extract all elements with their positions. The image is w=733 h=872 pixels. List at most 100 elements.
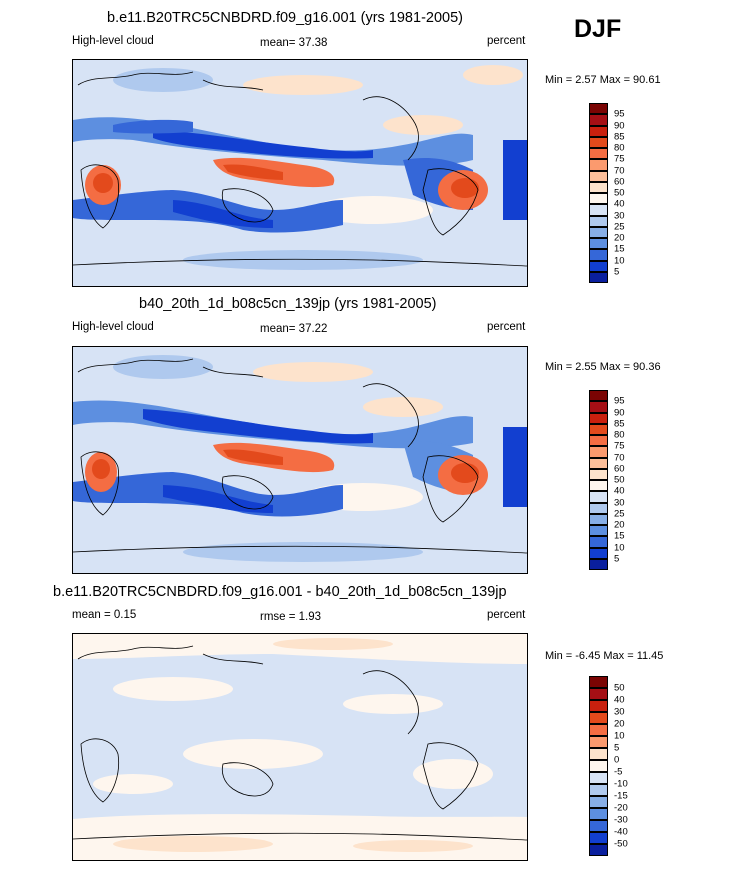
colorbar-tick-label: -10 [614,778,628,790]
colorbar-tick-label: 75 [614,440,625,452]
panel1-variable-label: High-level cloud [72,35,154,47]
colorbar-tick-label: 60 [614,176,625,188]
panel2-minmax: Min = 2.55 Max = 90.36 [545,361,661,373]
colorbar-swatch [589,547,608,559]
panel3-title: b.e11.B20TRC5CNBDRD.f09_g16.001 - b40_20… [53,584,507,600]
colorbar-swatch [589,676,608,688]
panel1-minmax: Min = 2.57 Max = 90.61 [545,74,661,86]
colorbar-tick-label: 5 [614,553,620,565]
colorbar-tick-label: 75 [614,153,625,165]
colorbar-swatch [589,820,608,832]
panel1-mean-label: mean= 37.38 [260,37,328,49]
colorbar-swatch [589,468,608,480]
colorbar-tick-label: 20 [614,718,625,730]
colorbar-tick-label: 15 [614,243,625,255]
colorbar-swatch [589,844,608,856]
colorbar-tick-label: 50 [614,682,625,694]
colorbar-tick-label: 25 [614,221,625,233]
panel3-colorbar: 50 40 30 20 10 5 0 -5 -10 -15 -20 -30 -40 -50 [589,676,628,856]
colorbar-swatch [589,748,608,760]
panel1-title: b.e11.B20TRC5CNBDRD.f09_g16.001 (yrs 198… [107,10,463,26]
colorbar-tick-label: 5 [614,266,620,278]
colorbar-tick-label: 80 [614,429,625,441]
colorbar-swatch [589,412,608,424]
season-label: DJF [574,15,622,43]
colorbar-tick-label: 10 [614,542,625,553]
panel2-mean-label: mean= 37.22 [260,323,328,335]
panel1-colorbar: 95 90 85 80 75 70 60 50 40 30 25 20 15 10 5 [589,103,625,283]
panel3-units-label: percent [487,609,526,621]
colorbar-tick-label: 40 [614,485,625,497]
colorbar-tick-label: 85 [614,131,625,143]
colorbar-swatch [589,260,608,272]
colorbar-tick-label: 60 [614,463,625,475]
colorbar-tick-label: 90 [614,120,625,131]
colorbar-tick-label: -20 [614,802,628,814]
colorbar-swatch [589,832,608,844]
colorbar-tick-label: 40 [614,694,625,706]
panel3-map [72,633,528,861]
panel3-map-field [73,634,527,860]
colorbar-tick-label: 5 [614,742,620,754]
colorbar-tick-label: 85 [614,418,625,430]
colorbar-tick-label: 80 [614,142,625,154]
colorbar-tick-label: 70 [614,165,625,176]
colorbar-swatch [589,170,608,182]
colorbar-swatch [589,536,608,548]
colorbar-swatch [589,226,608,238]
panel1-map-field [73,60,527,286]
colorbar-tick-label: 50 [614,187,625,199]
colorbar-swatch [589,215,608,227]
panel3-mean-label: mean = 0.15 [72,609,137,621]
colorbar-tick-label: -30 [614,814,628,826]
panel2-variable-label: High-level cloud [72,321,154,333]
colorbar-swatch [589,390,608,402]
colorbar-tick-label: -5 [614,766,623,778]
colorbar-tick-label: 0 [614,754,620,766]
colorbar-swatch [589,148,608,160]
colorbar-swatch [589,401,608,413]
colorbar-swatch [589,193,608,205]
colorbar-swatch [589,784,608,796]
colorbar-tick-label: -40 [614,826,628,838]
colorbar-swatch [589,136,608,148]
colorbar-tick-label: 95 [614,108,625,120]
panel2-colorbar: 95 90 85 80 75 70 60 50 40 30 25 20 15 10 5 [589,390,625,570]
colorbar-swatch [589,736,608,748]
panel1-map [72,59,528,287]
colorbar-swatch [589,712,608,724]
colorbar-tick-label: 15 [614,530,625,542]
colorbar-tick-label: 10 [614,255,625,266]
colorbar-tick-label: 30 [614,210,625,221]
colorbar-swatch [589,238,608,250]
colorbar-swatch [589,249,608,261]
colorbar-swatch [589,125,608,137]
colorbar-swatch [589,271,608,283]
colorbar-swatch [589,525,608,537]
colorbar-tick-label: 95 [614,395,625,407]
colorbar-tick-label: 20 [614,519,625,531]
colorbar-tick-label: 30 [614,706,625,718]
colorbar-swatch [589,724,608,736]
colorbar-tick-label: 10 [614,730,625,742]
colorbar-tick-label: 50 [614,474,625,486]
panel3-rmse-label: rmse = 1.93 [260,611,322,623]
colorbar-swatch [589,204,608,216]
colorbar-swatch [589,700,608,712]
colorbar-swatch [589,688,608,700]
colorbar-swatch [589,435,608,447]
colorbar-tick-label: 30 [614,497,625,508]
panel2-units-label: percent [487,321,526,333]
colorbar-swatch [589,181,608,193]
colorbar-swatch [589,808,608,820]
colorbar-swatch [589,502,608,514]
colorbar-tick-label: -50 [614,838,628,850]
colorbar-swatch [589,760,608,772]
colorbar-tick-label: 40 [614,198,625,210]
colorbar-swatch [589,558,608,570]
colorbar-swatch [589,103,608,115]
panel2-map [72,346,528,574]
colorbar-swatch [589,480,608,492]
panel1-units-label: percent [487,35,526,47]
colorbar-swatch [589,423,608,435]
